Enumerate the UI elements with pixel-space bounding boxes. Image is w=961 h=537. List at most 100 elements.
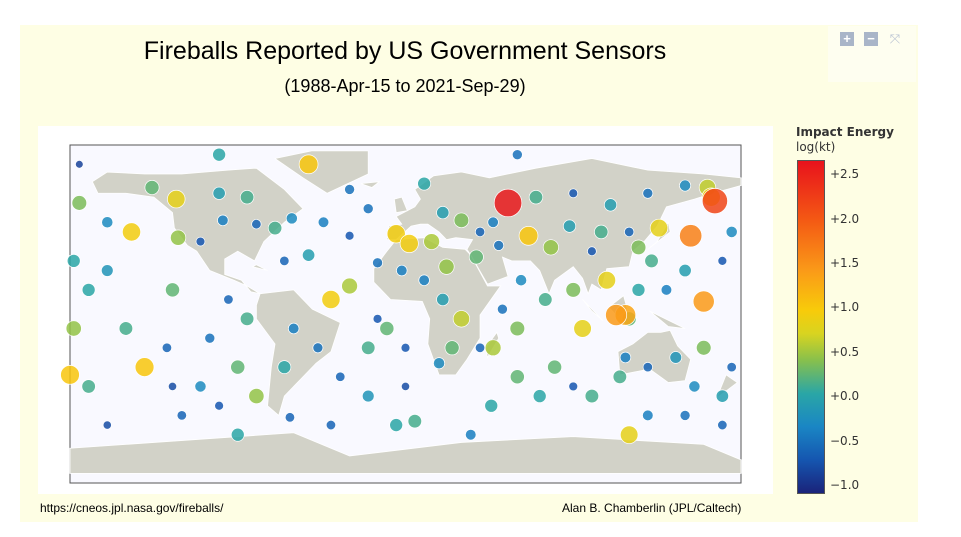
fireball-point[interactable] [60, 365, 80, 385]
fireball-point[interactable] [325, 419, 337, 431]
fireball-point[interactable] [562, 219, 577, 233]
source-url[interactable]: https://cneos.jpl.nasa.gov/fireballs/ [40, 501, 224, 515]
fireball-point[interactable] [717, 419, 728, 431]
fireball-point[interactable] [568, 188, 579, 199]
fireball-point[interactable] [605, 304, 628, 326]
fireball-point[interactable] [717, 256, 728, 266]
fireball-point[interactable] [565, 282, 581, 298]
fireball-point[interactable] [573, 319, 592, 338]
fireball-point[interactable] [678, 263, 692, 278]
fireball-point[interactable] [194, 380, 207, 393]
fireball-point[interactable] [436, 292, 450, 307]
fireball-point[interactable] [538, 292, 553, 307]
fireball-point[interactable] [277, 360, 292, 374]
fireball-point[interactable] [497, 303, 508, 315]
fireball-point[interactable] [167, 189, 186, 209]
fireball-point[interactable] [438, 258, 455, 275]
fireball-point[interactable] [214, 400, 224, 411]
fireball-point[interactable] [267, 220, 283, 236]
fireball-point[interactable] [484, 398, 499, 413]
fireball-point[interactable] [619, 351, 632, 364]
fireball-point[interactable] [230, 427, 245, 442]
fireball-point[interactable] [649, 218, 669, 238]
fireball-point[interactable] [660, 284, 673, 296]
fireball-point[interactable] [102, 420, 112, 430]
fireball-point[interactable] [407, 414, 422, 429]
fireball-point[interactable] [436, 206, 450, 220]
fireball-point[interactable] [453, 212, 470, 229]
fireball-point[interactable] [66, 254, 81, 268]
fireball-point[interactable] [597, 270, 617, 290]
fireball-point[interactable] [452, 310, 471, 328]
fireball-point[interactable] [642, 187, 654, 199]
fireball-point[interactable] [71, 195, 88, 211]
fireball-point[interactable] [568, 381, 579, 392]
fireball-point[interactable] [487, 216, 499, 228]
fireball-point[interactable] [509, 369, 525, 385]
fireball-point[interactable] [230, 359, 246, 375]
fireball-point[interactable] [399, 234, 419, 253]
fireball-point[interactable] [312, 342, 324, 354]
fireball-point[interactable] [493, 188, 523, 218]
fireball-point[interactable] [212, 147, 226, 162]
fireball-point[interactable] [474, 226, 486, 238]
world-map[interactable] [38, 126, 773, 494]
fireball-point[interactable] [176, 410, 187, 421]
fireball-point[interactable] [144, 180, 160, 195]
fireball-point[interactable] [298, 154, 319, 175]
fireball-point[interactable] [251, 219, 262, 230]
fireball-point[interactable] [493, 240, 505, 251]
fireball-point[interactable] [344, 184, 355, 195]
fireball-point[interactable] [223, 294, 234, 305]
fireball-point[interactable] [423, 233, 440, 250]
fireball-point[interactable] [285, 212, 298, 225]
fireball-point[interactable] [474, 342, 486, 353]
fireball-point[interactable] [619, 425, 639, 444]
fireball-point[interactable] [465, 429, 477, 441]
fireball-point[interactable] [444, 340, 460, 356]
fireball-point[interactable] [418, 274, 430, 286]
fireball-point[interactable] [386, 224, 406, 244]
fireball-point[interactable] [344, 230, 355, 241]
fireball-point[interactable] [400, 381, 411, 391]
fireball-point[interactable] [542, 239, 559, 256]
fireball-point[interactable] [362, 203, 374, 215]
fireball-point[interactable] [239, 189, 255, 205]
fireball-point[interactable] [248, 388, 265, 405]
fireball-point[interactable] [584, 388, 600, 404]
fireball-point[interactable] [587, 246, 597, 257]
fireball-point[interactable] [695, 340, 712, 356]
fireball-point[interactable] [239, 311, 255, 326]
fireball-point[interactable] [170, 229, 187, 246]
fireball-point[interactable] [532, 389, 547, 403]
zoom-out-button[interactable]: − [864, 32, 878, 46]
fireball-point[interactable] [528, 189, 544, 205]
fireball-point[interactable] [679, 179, 692, 192]
fireball-point[interactable] [372, 257, 383, 269]
fireball-point[interactable] [161, 342, 173, 353]
fireball-point[interactable] [715, 389, 729, 403]
fireball-point[interactable] [361, 389, 375, 403]
fireball-point[interactable] [372, 314, 383, 324]
fireball-point[interactable] [642, 409, 654, 422]
fireball-point[interactable] [321, 290, 341, 310]
fireball-point[interactable] [122, 222, 142, 242]
fireball-point[interactable] [547, 359, 563, 375]
fireball-point[interactable] [165, 282, 180, 298]
fireball-point[interactable] [417, 176, 431, 191]
fireball-point[interactable] [468, 249, 484, 265]
fireball-point[interactable] [101, 264, 114, 277]
fireball-point[interactable] [726, 362, 737, 373]
fireball-point[interactable] [631, 282, 646, 297]
fireball-point[interactable] [515, 274, 528, 287]
fireball-point[interactable] [118, 321, 134, 336]
fireball-point[interactable] [630, 239, 647, 256]
fireball-point[interactable] [389, 418, 404, 432]
reset-view-icon[interactable]: ⤧ [889, 31, 901, 46]
fireball-point[interactable] [287, 322, 300, 335]
fireball-point[interactable] [433, 357, 446, 370]
fireball-point[interactable] [335, 371, 346, 382]
fireball-point[interactable] [396, 264, 408, 277]
fireball-point[interactable] [484, 339, 502, 357]
fireball-point[interactable] [204, 332, 216, 344]
